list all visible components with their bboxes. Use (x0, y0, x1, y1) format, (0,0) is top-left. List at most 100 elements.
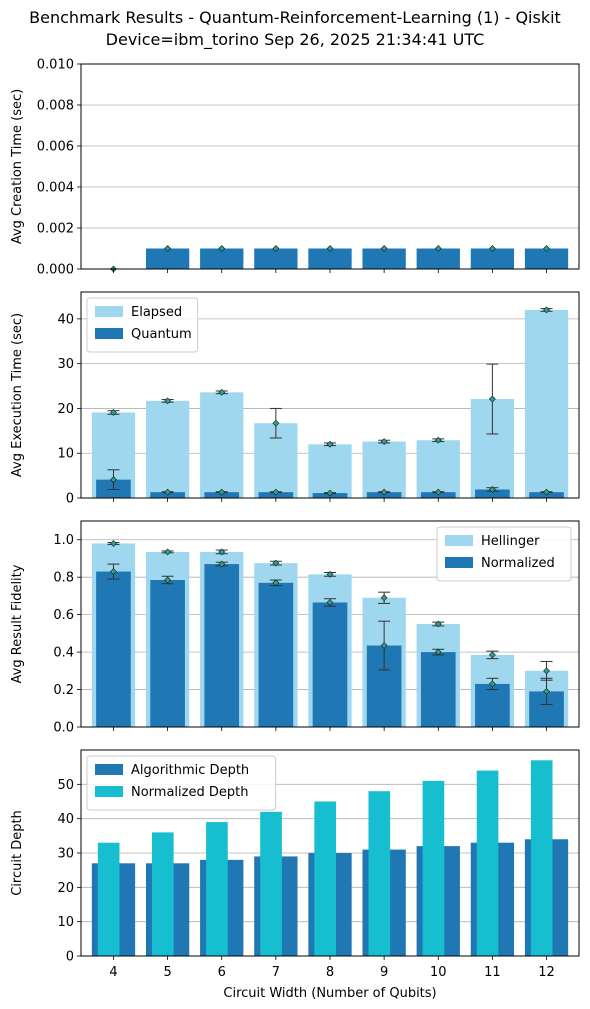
panel-4-legend-label: Algorithmic Depth (131, 763, 249, 778)
panel-2-point-quantum (110, 476, 117, 484)
panel-3-ytick-label: 0.4 (53, 646, 74, 661)
panel-2-bar-elapsed (524, 309, 569, 498)
panel-1-point (218, 245, 226, 252)
panel-3-bar-normalized (150, 579, 185, 727)
panel-2-point-quantum (434, 488, 442, 496)
panel-2-point-quantum (272, 488, 280, 496)
panel-4-ytick-label: 10 (57, 915, 74, 930)
panel-2-bar-elapsed (145, 400, 190, 498)
panel-2-ytick-label: 0 (66, 492, 74, 507)
panel-1-frame (80, 63, 580, 270)
figure-title-line1: Benchmark Results - Quantum-Reinforcemen… (29, 8, 561, 27)
panel-1-point (164, 245, 172, 252)
panel-1-ytick-label: 0.000 (37, 263, 74, 278)
panel-2-bar-elapsed (308, 444, 352, 498)
panel-4-bar-normalized (206, 822, 228, 956)
panel-3-ytick-label: 0.0 (53, 721, 74, 736)
panel-3-point-normalized (488, 680, 496, 688)
panel-3-legend-swatch (445, 557, 473, 568)
panel-2-legend-label: Quantum (131, 327, 192, 342)
panel-2-point-elapsed (272, 419, 280, 427)
panel-3-bar-normalized (420, 652, 456, 727)
panel-2-point-quantum (380, 488, 388, 496)
panel-4-xtick-label: 7 (272, 965, 280, 980)
panel-3-point-normalized (218, 560, 226, 568)
panel-1-ytick-label: 0.002 (37, 222, 74, 237)
panel-1-bar (145, 248, 190, 269)
panel-1-bar (470, 248, 515, 269)
panel-4-xtick-label: 6 (218, 965, 226, 980)
panel-2-ytick-label: 20 (57, 402, 74, 417)
panel-2-point-elapsed (434, 436, 442, 444)
panel-4-ylabel: Circuit Depth (10, 810, 25, 896)
panel-2-point-elapsed (543, 306, 550, 314)
panel-4-xtick-label: 11 (484, 965, 501, 980)
panel-4-ytick-label: 20 (57, 881, 74, 896)
panel-4-legend (86, 755, 277, 811)
panel-2-bar-elapsed (362, 441, 406, 498)
panel-1-point (272, 245, 280, 252)
panel-2-point-elapsed (326, 440, 334, 448)
panel-3-point-normalized (110, 568, 117, 575)
panel-2-ytick-label: 10 (57, 447, 74, 462)
panel-2-point-quantum (488, 486, 496, 493)
panel-1-bar (308, 248, 352, 269)
panel-4-legend-swatch (95, 764, 123, 775)
panel-2-bar-elapsed (416, 440, 460, 498)
panel-4-bar-normalized (422, 780, 445, 956)
panel-4-bar-normalized (476, 770, 499, 956)
panel-4-xtick-label: 12 (538, 965, 555, 980)
panel-1-point (543, 245, 550, 252)
panel-3-point-normalized (434, 648, 442, 656)
panel-4-xlabel: Circuit Width (Number of Qubits) (223, 986, 436, 1001)
panel-4-bar-normalized (151, 832, 174, 956)
panel-1-bar (254, 248, 298, 269)
panel-2-legend-swatch (95, 328, 123, 339)
panel-3-bar-normalized (96, 571, 131, 727)
panel-3-point-hellinger (218, 548, 226, 556)
panel-1-point (488, 245, 496, 252)
figure-title-line2: Device=ibm_torino Sep 26, 2025 21:34:41 … (105, 30, 485, 49)
panel-3-point-hellinger (543, 667, 550, 675)
panel-4-ytick-label: 30 (57, 847, 74, 862)
panel-4-ytick-label: 40 (57, 812, 74, 827)
panel-3-legend-label: Hellinger (481, 534, 540, 549)
panel-4-ytick-label: 50 (57, 778, 74, 793)
panel-3-point-hellinger (434, 620, 442, 628)
panel-1-point (434, 245, 442, 252)
panel-3-point-normalized (543, 687, 550, 695)
panel-2-ylabel: Avg Execution Time (sec) (10, 313, 25, 477)
panel-4-xtick-label: 4 (109, 965, 117, 980)
panel-4-ytick-label: 0 (66, 950, 74, 965)
panel-4-bar-normalized (97, 842, 120, 956)
panel-2-point-elapsed (380, 438, 388, 445)
panel-2-bar-quantum (475, 489, 510, 498)
panel-3-legend-label: Normalized (481, 556, 555, 571)
panel-4-legend-swatch (95, 786, 123, 797)
panel-2-point-elapsed (488, 395, 496, 403)
panel-2-point-elapsed (110, 409, 117, 416)
panel-1-ytick-label: 0.008 (37, 99, 74, 114)
panel-2-legend-label: Elapsed (131, 305, 182, 320)
panel-3-point-normalized (272, 579, 280, 587)
panel-4-xtick-label: 9 (380, 965, 388, 980)
panel-3-point-hellinger (488, 651, 496, 659)
panel-3-ytick-label: 0.8 (53, 571, 74, 586)
panel-2-legend-swatch (95, 306, 123, 317)
panel-4-bar-normalized (530, 760, 553, 956)
panel-4-xtick-label: 8 (326, 965, 334, 980)
panel-3-point-normalized (380, 642, 388, 649)
panel-2-bar-elapsed (200, 392, 244, 498)
panel-1-ytick-label: 0.004 (37, 181, 74, 196)
panel-1-point (326, 245, 334, 252)
panel-3-point-hellinger (380, 594, 388, 602)
panel-1-ytick-label: 0.010 (37, 58, 74, 73)
panel-3-point-normalized (326, 599, 334, 606)
panel-1-bar (524, 248, 569, 269)
panel-2-ytick-label: 40 (57, 312, 74, 327)
panel-4-bar-normalized (368, 791, 391, 956)
panel-1-bar (200, 248, 244, 269)
panel-3-legend-swatch (445, 535, 473, 546)
